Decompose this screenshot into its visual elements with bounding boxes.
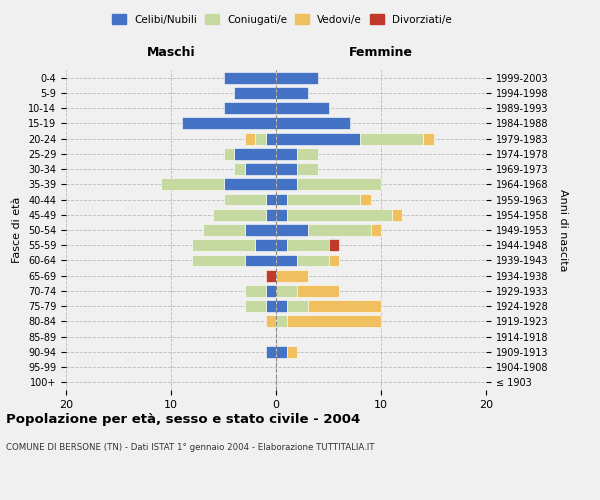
Text: Femmine: Femmine (349, 46, 413, 60)
Text: COMUNE DI BERSONE (TN) - Dati ISTAT 1° gennaio 2004 - Elaborazione TUTTITALIA.IT: COMUNE DI BERSONE (TN) - Dati ISTAT 1° g… (6, 442, 374, 452)
Bar (276, 316, 287, 328)
Text: Popolazione per età, sesso e stato civile - 2004: Popolazione per età, sesso e stato civil… (6, 412, 360, 426)
Bar (192, 240, 255, 251)
Bar (276, 224, 308, 236)
Bar (265, 346, 276, 358)
Bar (371, 224, 381, 236)
Text: Maschi: Maschi (146, 46, 196, 60)
Bar (297, 254, 329, 266)
Bar (203, 224, 245, 236)
Bar (360, 132, 423, 144)
Bar (245, 285, 265, 297)
Bar (287, 346, 297, 358)
Bar (276, 178, 297, 190)
Bar (276, 285, 297, 297)
Bar (276, 102, 329, 114)
Bar (287, 300, 308, 312)
Bar (223, 194, 265, 205)
Bar (223, 148, 234, 160)
Bar (245, 300, 265, 312)
Bar (192, 254, 245, 266)
Bar (255, 240, 276, 251)
Bar (287, 316, 381, 328)
Legend: Celibi/Nubili, Coniugati/e, Vedovi/e, Divorziati/e: Celibi/Nubili, Coniugati/e, Vedovi/e, Di… (108, 10, 456, 29)
Bar (276, 254, 297, 266)
Bar (276, 194, 287, 205)
Bar (276, 240, 287, 251)
Bar (308, 300, 381, 312)
Bar (297, 163, 318, 175)
Bar (276, 346, 287, 358)
Bar (182, 118, 276, 130)
Y-axis label: Anni di nascita: Anni di nascita (558, 188, 568, 271)
Bar (265, 209, 276, 220)
Bar (276, 118, 349, 130)
Bar (161, 178, 223, 190)
Bar (276, 209, 287, 220)
Bar (329, 240, 339, 251)
Bar (297, 148, 318, 160)
Bar (255, 132, 265, 144)
Bar (276, 300, 287, 312)
Bar (265, 316, 276, 328)
Bar (223, 102, 276, 114)
Bar (265, 270, 276, 281)
Bar (287, 194, 360, 205)
Bar (287, 209, 392, 220)
Bar (276, 132, 360, 144)
Bar (265, 194, 276, 205)
Bar (213, 209, 265, 220)
Bar (265, 132, 276, 144)
Bar (245, 254, 276, 266)
Bar (276, 148, 297, 160)
Bar (297, 285, 339, 297)
Bar (276, 270, 308, 281)
Bar (245, 163, 276, 175)
Bar (392, 209, 402, 220)
Bar (234, 87, 276, 99)
Bar (423, 132, 433, 144)
Bar (234, 163, 245, 175)
Bar (234, 148, 276, 160)
Bar (360, 194, 371, 205)
Bar (223, 72, 276, 84)
Bar (265, 285, 276, 297)
Y-axis label: Fasce di età: Fasce di età (13, 197, 22, 263)
Bar (223, 178, 276, 190)
Bar (276, 87, 308, 99)
Bar (265, 300, 276, 312)
Bar (276, 72, 318, 84)
Bar (287, 240, 329, 251)
Bar (245, 132, 255, 144)
Bar (245, 224, 276, 236)
Bar (297, 178, 381, 190)
Bar (308, 224, 371, 236)
Bar (276, 163, 297, 175)
Bar (329, 254, 339, 266)
